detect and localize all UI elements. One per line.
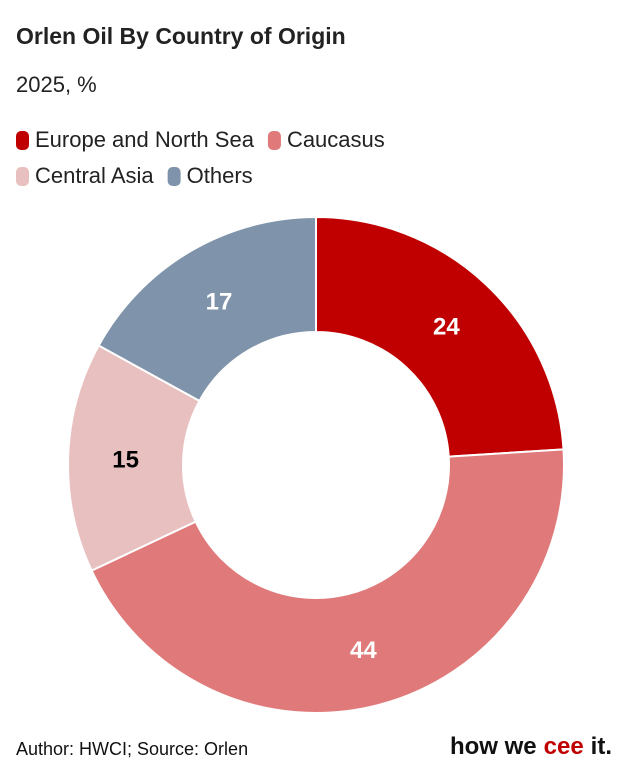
footer: Author: HWCI; Source: Orlen [16, 739, 248, 759]
data-label: 24 [433, 313, 460, 340]
data-label: 17 [206, 288, 233, 315]
data-label: 15 [112, 446, 139, 473]
logo-text: it. [591, 733, 612, 760]
legend-swatch [16, 167, 29, 186]
logo-highlight: cee [544, 733, 584, 760]
legend-label: Others [187, 163, 253, 188]
legend-label: Caucasus [287, 127, 385, 152]
legend-label: Central Asia [35, 163, 154, 188]
legend-swatch [167, 167, 181, 186]
chart-subtitle: 2025, % [16, 72, 97, 97]
chart-title: Orlen Oil By Country of Origin [16, 23, 346, 49]
donut-slice [97, 215, 317, 403]
legend-label: Europe and North Sea [35, 127, 255, 152]
donut-slice [315, 215, 565, 458]
donut-slice [90, 448, 565, 714]
legend-swatch [267, 131, 281, 150]
data-label: 44 [350, 637, 377, 664]
logo-text: how we [450, 733, 537, 760]
legend-swatch [16, 131, 29, 150]
logo: how we cee it. [450, 733, 612, 760]
